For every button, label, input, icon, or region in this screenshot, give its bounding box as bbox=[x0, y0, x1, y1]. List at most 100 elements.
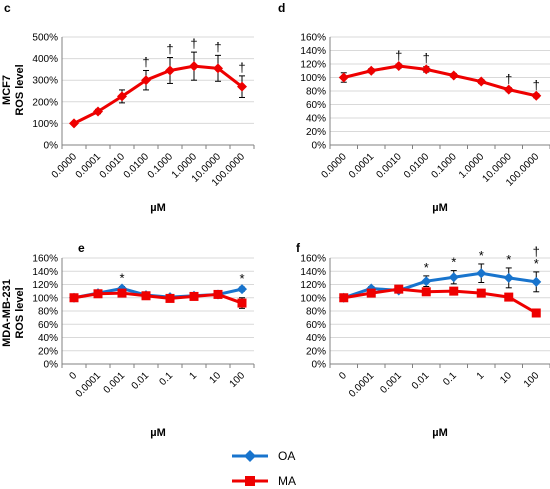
x-tick-label: 0 bbox=[337, 370, 349, 382]
y-tick-label: 120% bbox=[300, 280, 326, 291]
y-tick-label: 300% bbox=[32, 76, 58, 87]
data-point bbox=[503, 84, 514, 95]
x-tick-label: 10 bbox=[207, 370, 223, 386]
data-point bbox=[117, 288, 127, 298]
data-point bbox=[69, 293, 79, 303]
y-tick-label: 140% bbox=[300, 267, 326, 278]
y-tick-label: 80% bbox=[306, 307, 326, 318]
data-point bbox=[237, 284, 247, 295]
y-tick-label: 40% bbox=[306, 333, 326, 344]
legend-oa-label: OA bbox=[278, 449, 295, 463]
x-tick-label: 0.01 bbox=[410, 370, 432, 392]
y-tick-label: 40% bbox=[306, 114, 326, 125]
y-tick-label: 400% bbox=[32, 54, 58, 65]
y-tick-label: 60% bbox=[306, 320, 326, 331]
x-tick-label: 0.001 bbox=[378, 370, 404, 396]
significance-mark: * bbox=[119, 270, 124, 285]
data-point bbox=[141, 291, 151, 301]
x-tick-label: 100 bbox=[228, 370, 248, 390]
data-point bbox=[189, 291, 199, 301]
y-tick-label: 100% bbox=[300, 73, 326, 84]
series-ma bbox=[69, 51, 247, 129]
significance-mark: † bbox=[533, 78, 540, 93]
y-tick-label: 0% bbox=[312, 141, 327, 152]
data-point bbox=[366, 65, 377, 76]
data-point bbox=[189, 61, 199, 72]
data-point bbox=[394, 284, 404, 294]
x-tick-label: 1 bbox=[475, 370, 487, 382]
x-tick-label: 0.1 bbox=[441, 370, 459, 388]
chart-panel-c: c 0% 100% 200% 300% 400% 500% 0.00000.00010.001… bbox=[4, 1, 255, 214]
y-tick-label: 80% bbox=[306, 87, 326, 98]
data-point bbox=[69, 118, 79, 129]
data-point bbox=[421, 276, 432, 287]
significance-mark: † bbox=[395, 48, 402, 63]
x-tick-label: 0.0000 bbox=[50, 151, 80, 181]
significance-mark: † bbox=[238, 60, 245, 75]
data-point bbox=[393, 61, 404, 72]
chart-panel-e: e0%20%40%60%80%100%120%140%160%00.00010.… bbox=[32, 241, 255, 439]
x-tick-label: 1 bbox=[187, 370, 199, 382]
data-point bbox=[421, 287, 431, 297]
data-point bbox=[504, 292, 514, 302]
x-axis-label: µM bbox=[432, 202, 448, 214]
series-ma bbox=[338, 61, 542, 101]
row-label-top-line-2: ROS level bbox=[14, 64, 26, 115]
x-tick-label: 0.001 bbox=[102, 370, 128, 396]
data-point bbox=[117, 91, 127, 102]
significance-mark: † bbox=[423, 51, 430, 66]
x-tick-label: 0.0001 bbox=[74, 370, 104, 400]
x-tick-label: 0.0100 bbox=[122, 151, 152, 181]
y-tick-label: 60% bbox=[38, 320, 58, 331]
x-tick-label: 0.0100 bbox=[402, 151, 432, 181]
significance-mark: * bbox=[506, 252, 511, 267]
x-tick-label: 0.0001 bbox=[347, 370, 377, 400]
data-point bbox=[165, 293, 175, 303]
y-tick-label: 160% bbox=[300, 33, 326, 44]
data-point bbox=[448, 70, 459, 81]
data-point bbox=[213, 63, 223, 74]
x-tick-label: 0.0000 bbox=[319, 151, 349, 181]
data-point bbox=[141, 75, 151, 86]
legend-oa-marker bbox=[244, 450, 256, 462]
y-tick-label: 200% bbox=[32, 97, 58, 108]
y-tick-label: 160% bbox=[300, 254, 326, 265]
x-tick-label: 100 bbox=[522, 370, 542, 390]
y-tick-label: 60% bbox=[306, 100, 326, 111]
x-tick-label: 0.1 bbox=[158, 370, 176, 388]
y-tick-label: 100% bbox=[32, 293, 58, 304]
x-tick-label: 10 bbox=[498, 370, 514, 386]
significance-mark: * bbox=[479, 248, 484, 263]
legend-ma-label: MA bbox=[278, 474, 296, 488]
data-point bbox=[213, 289, 223, 299]
data-point bbox=[476, 268, 487, 279]
series-line bbox=[343, 64, 537, 98]
data-point bbox=[476, 288, 486, 298]
data-point bbox=[421, 64, 432, 75]
data-point bbox=[237, 81, 247, 92]
series-ma bbox=[69, 288, 247, 309]
data-point bbox=[531, 276, 542, 287]
row-label-bottom: MDA-MB-231 ROS level bbox=[1, 279, 26, 347]
chart-panels: c0%100%200%300%400%500%0.00000.00010.001… bbox=[4, 1, 550, 439]
data-point bbox=[339, 293, 349, 303]
y-tick-label: 0% bbox=[312, 360, 327, 371]
panel-letter: c bbox=[4, 1, 11, 15]
y-tick-label: 0% bbox=[44, 360, 59, 371]
significance-mark: * bbox=[451, 255, 456, 270]
significance-mark: † bbox=[142, 54, 149, 69]
data-point bbox=[531, 308, 541, 318]
significance-mark: † bbox=[505, 72, 512, 87]
y-tick-label: 20% bbox=[38, 346, 58, 357]
row-label-bottom-line-1: MDA-MB-231 bbox=[1, 279, 13, 347]
significance-mark: † bbox=[166, 42, 173, 57]
panel-letter: d bbox=[278, 1, 285, 15]
y-tick-label: 20% bbox=[306, 127, 326, 138]
y-tick-label: 100% bbox=[300, 293, 326, 304]
data-point bbox=[366, 288, 376, 298]
legend: OA MA bbox=[232, 449, 296, 488]
x-tick-label: 0.0001 bbox=[74, 151, 104, 181]
x-tick-label: 0.01 bbox=[130, 370, 152, 392]
x-tick-label: 0 bbox=[67, 370, 79, 382]
